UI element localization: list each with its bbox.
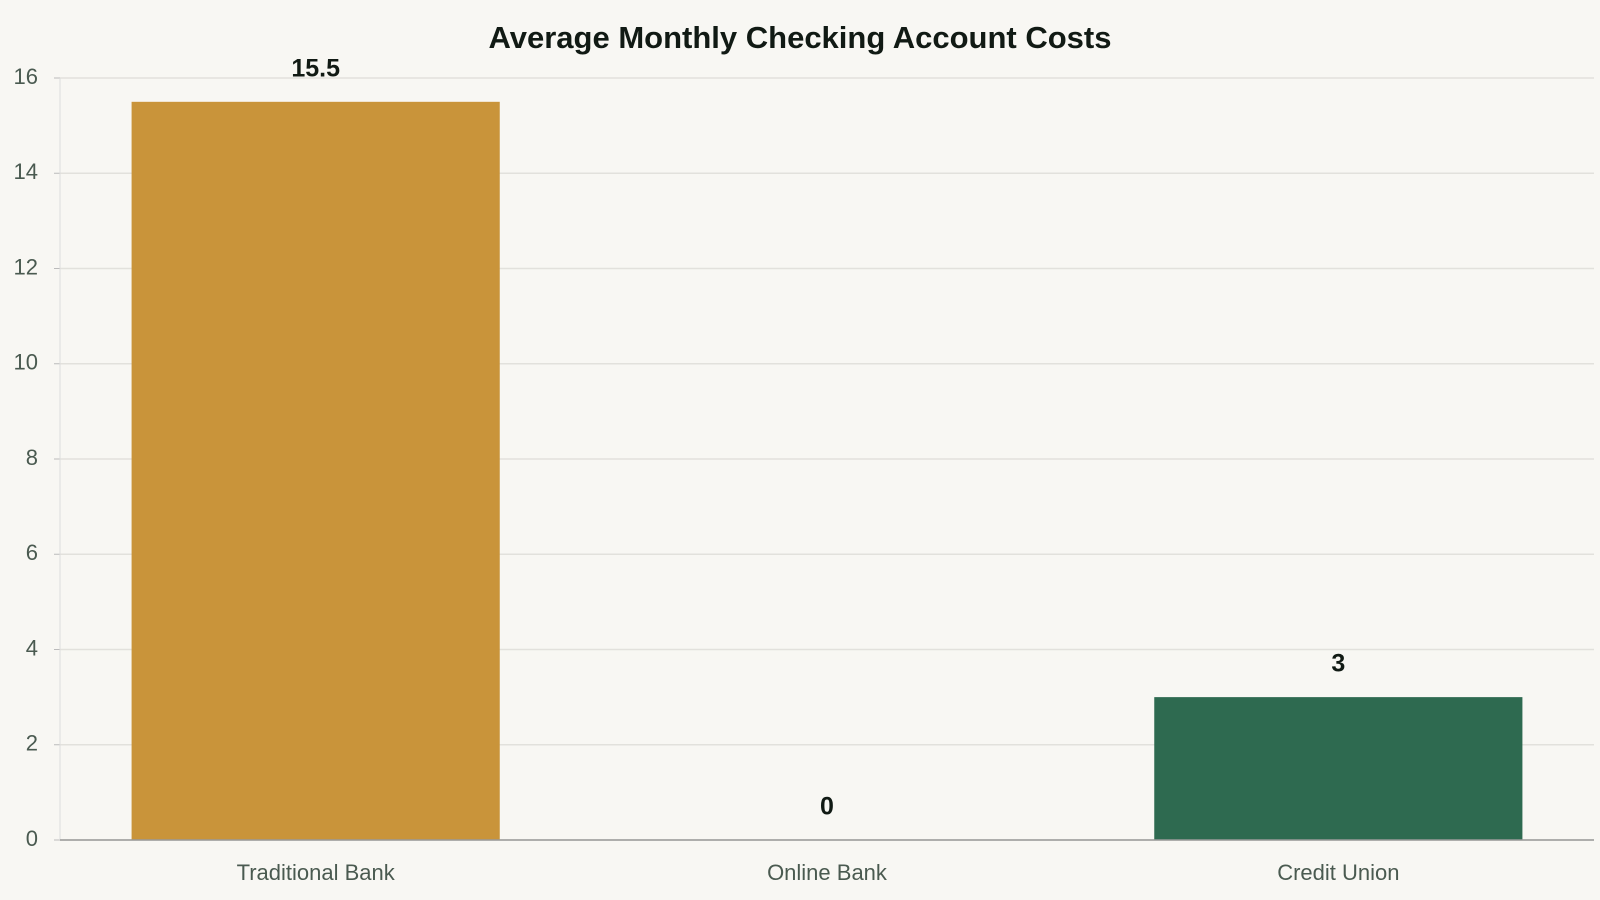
- y-tick-label: 0: [26, 826, 38, 851]
- chart-title: Average Monthly Checking Account Costs: [489, 20, 1112, 55]
- y-tick-label: 14: [14, 159, 38, 184]
- y-tick-label: 6: [26, 540, 38, 565]
- y-tick-label: 2: [26, 731, 38, 756]
- y-tick-label: 4: [26, 635, 38, 660]
- y-tick-label: 16: [14, 64, 38, 89]
- x-tick-label: Credit Union: [1277, 860, 1399, 885]
- x-tick-label: Online Bank: [767, 860, 888, 885]
- x-tick-label: Traditional Bank: [237, 860, 396, 885]
- value-label: 0: [820, 793, 834, 821]
- y-tick-label: 12: [14, 254, 38, 279]
- y-tick-label: 10: [14, 350, 38, 375]
- value-label: 3: [1331, 650, 1345, 678]
- bar: [1154, 697, 1523, 840]
- value-label: 15.5: [291, 54, 340, 82]
- y-tick-label: 8: [26, 445, 38, 470]
- bar: [131, 101, 500, 840]
